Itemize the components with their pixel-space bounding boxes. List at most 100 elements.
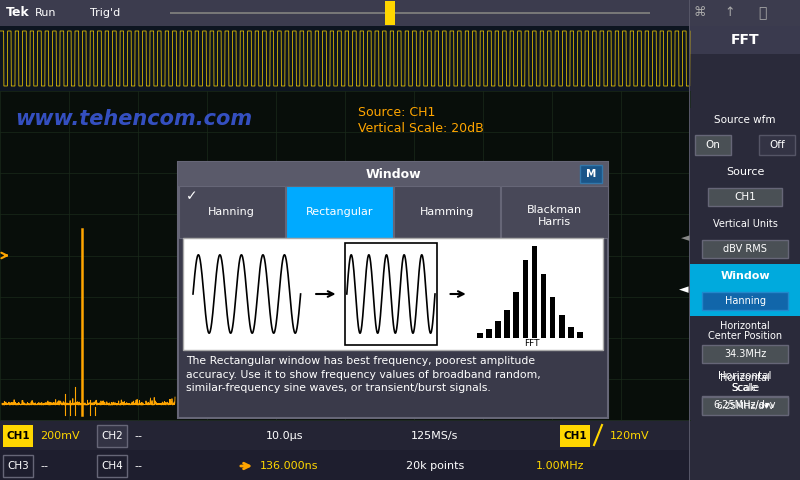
Text: 125MS/s: 125MS/s (411, 431, 458, 441)
Text: ⌘: ⌘ (694, 7, 706, 20)
Text: Off: Off (769, 140, 785, 150)
Text: 136.000ns: 136.000ns (260, 461, 318, 471)
Text: 20k points: 20k points (406, 461, 464, 471)
Text: Source wfm: Source wfm (714, 115, 776, 125)
Bar (0, 91, 690, 420)
Bar (178, 162, 608, 418)
Bar (702, 292, 788, 310)
Bar (689, 0, 690, 480)
Text: ◄: ◄ (681, 233, 689, 243)
Text: Run: Run (35, 8, 57, 18)
Bar (690, 26, 800, 54)
Text: Tek: Tek (6, 7, 30, 20)
Bar (0, 0, 690, 480)
Text: --: -- (134, 431, 142, 441)
Text: 1.00MHz: 1.00MHz (536, 461, 584, 471)
Bar (0, 420, 690, 450)
Text: Vertical Units: Vertical Units (713, 219, 778, 229)
Text: CH1: CH1 (734, 192, 756, 202)
Text: Window: Window (720, 271, 770, 281)
Bar (568, 327, 574, 338)
Text: Hanning: Hanning (725, 296, 766, 306)
Bar (702, 396, 788, 414)
Text: ↑: ↑ (725, 7, 735, 20)
Text: Rectangular: Rectangular (306, 207, 373, 217)
Bar (385, 1, 395, 25)
Text: ◄: ◄ (679, 284, 689, 297)
Bar (541, 274, 546, 338)
Bar (522, 260, 528, 338)
Bar (345, 243, 437, 345)
Text: Horizontal: Horizontal (720, 373, 770, 383)
Text: CH2: CH2 (101, 431, 123, 441)
Text: dBV RMS: dBV RMS (723, 244, 767, 254)
Bar (394, 186, 500, 238)
Bar (178, 186, 285, 238)
Bar (690, 0, 800, 26)
Bar (702, 240, 788, 258)
Text: The Rectangular window has best frequency, poorest amplitude
accuracy. Use it to: The Rectangular window has best frequenc… (186, 356, 541, 393)
Text: CH1: CH1 (563, 431, 587, 441)
Bar (495, 322, 501, 338)
Bar (97, 425, 127, 447)
Bar (514, 292, 519, 338)
Bar (170, 12, 650, 14)
Text: M: M (586, 169, 596, 179)
Bar (504, 311, 510, 338)
Text: FFT: FFT (730, 33, 759, 47)
Bar (532, 246, 538, 338)
Bar (501, 186, 607, 238)
Bar (3, 425, 33, 447)
Bar (702, 397, 788, 415)
Bar (690, 368, 800, 420)
Text: CH4: CH4 (101, 461, 123, 471)
Bar (759, 135, 795, 155)
Text: Source: CH1: Source: CH1 (358, 107, 435, 120)
Text: ✓: ✓ (186, 189, 198, 203)
Text: FFT: FFT (524, 339, 539, 348)
Bar (690, 212, 800, 264)
Bar (0, 0, 690, 26)
Bar (559, 315, 565, 338)
Bar (695, 135, 731, 155)
Bar (550, 297, 555, 338)
Bar (477, 334, 482, 338)
Bar (178, 162, 608, 186)
Bar (486, 329, 492, 338)
Text: CH1: CH1 (6, 431, 30, 441)
Text: 10.0μs: 10.0μs (266, 431, 304, 441)
Bar (690, 316, 800, 368)
Text: ⓘ: ⓘ (758, 6, 766, 20)
Bar (97, 455, 127, 477)
Text: Horizontal: Horizontal (720, 321, 770, 331)
Text: CH3: CH3 (7, 461, 29, 471)
Text: Source: Source (726, 167, 764, 177)
Text: --: -- (40, 461, 48, 471)
Bar (580, 165, 602, 183)
Text: On: On (706, 140, 721, 150)
Bar (690, 264, 800, 316)
Bar (690, 0, 800, 480)
Text: Window: Window (365, 168, 421, 180)
Text: --: -- (134, 461, 142, 471)
Bar (3, 455, 33, 477)
Text: Horizontal
Scale: Horizontal Scale (718, 371, 772, 393)
Bar (183, 238, 603, 350)
Text: 120mV: 120mV (610, 431, 650, 441)
Text: Hamming: Hamming (419, 207, 474, 217)
Bar (577, 333, 582, 338)
Bar (690, 160, 800, 212)
Text: 6.25MHz/d▾v: 6.25MHz/d▾v (714, 400, 776, 410)
Text: 200mV: 200mV (40, 431, 80, 441)
Text: 34.3MHz: 34.3MHz (724, 349, 766, 359)
Text: www.tehencom.com: www.tehencom.com (15, 109, 252, 129)
Bar (708, 188, 782, 206)
Text: Scale: Scale (732, 383, 758, 393)
Text: Vertical Scale: 20dB: Vertical Scale: 20dB (358, 122, 484, 135)
Text: Trig'd: Trig'd (90, 8, 120, 18)
Text: Blackman
Harris: Blackman Harris (526, 205, 582, 227)
Bar (286, 186, 393, 238)
Text: Hanning: Hanning (208, 207, 255, 217)
Bar (690, 108, 800, 160)
Bar (0, 26, 690, 91)
